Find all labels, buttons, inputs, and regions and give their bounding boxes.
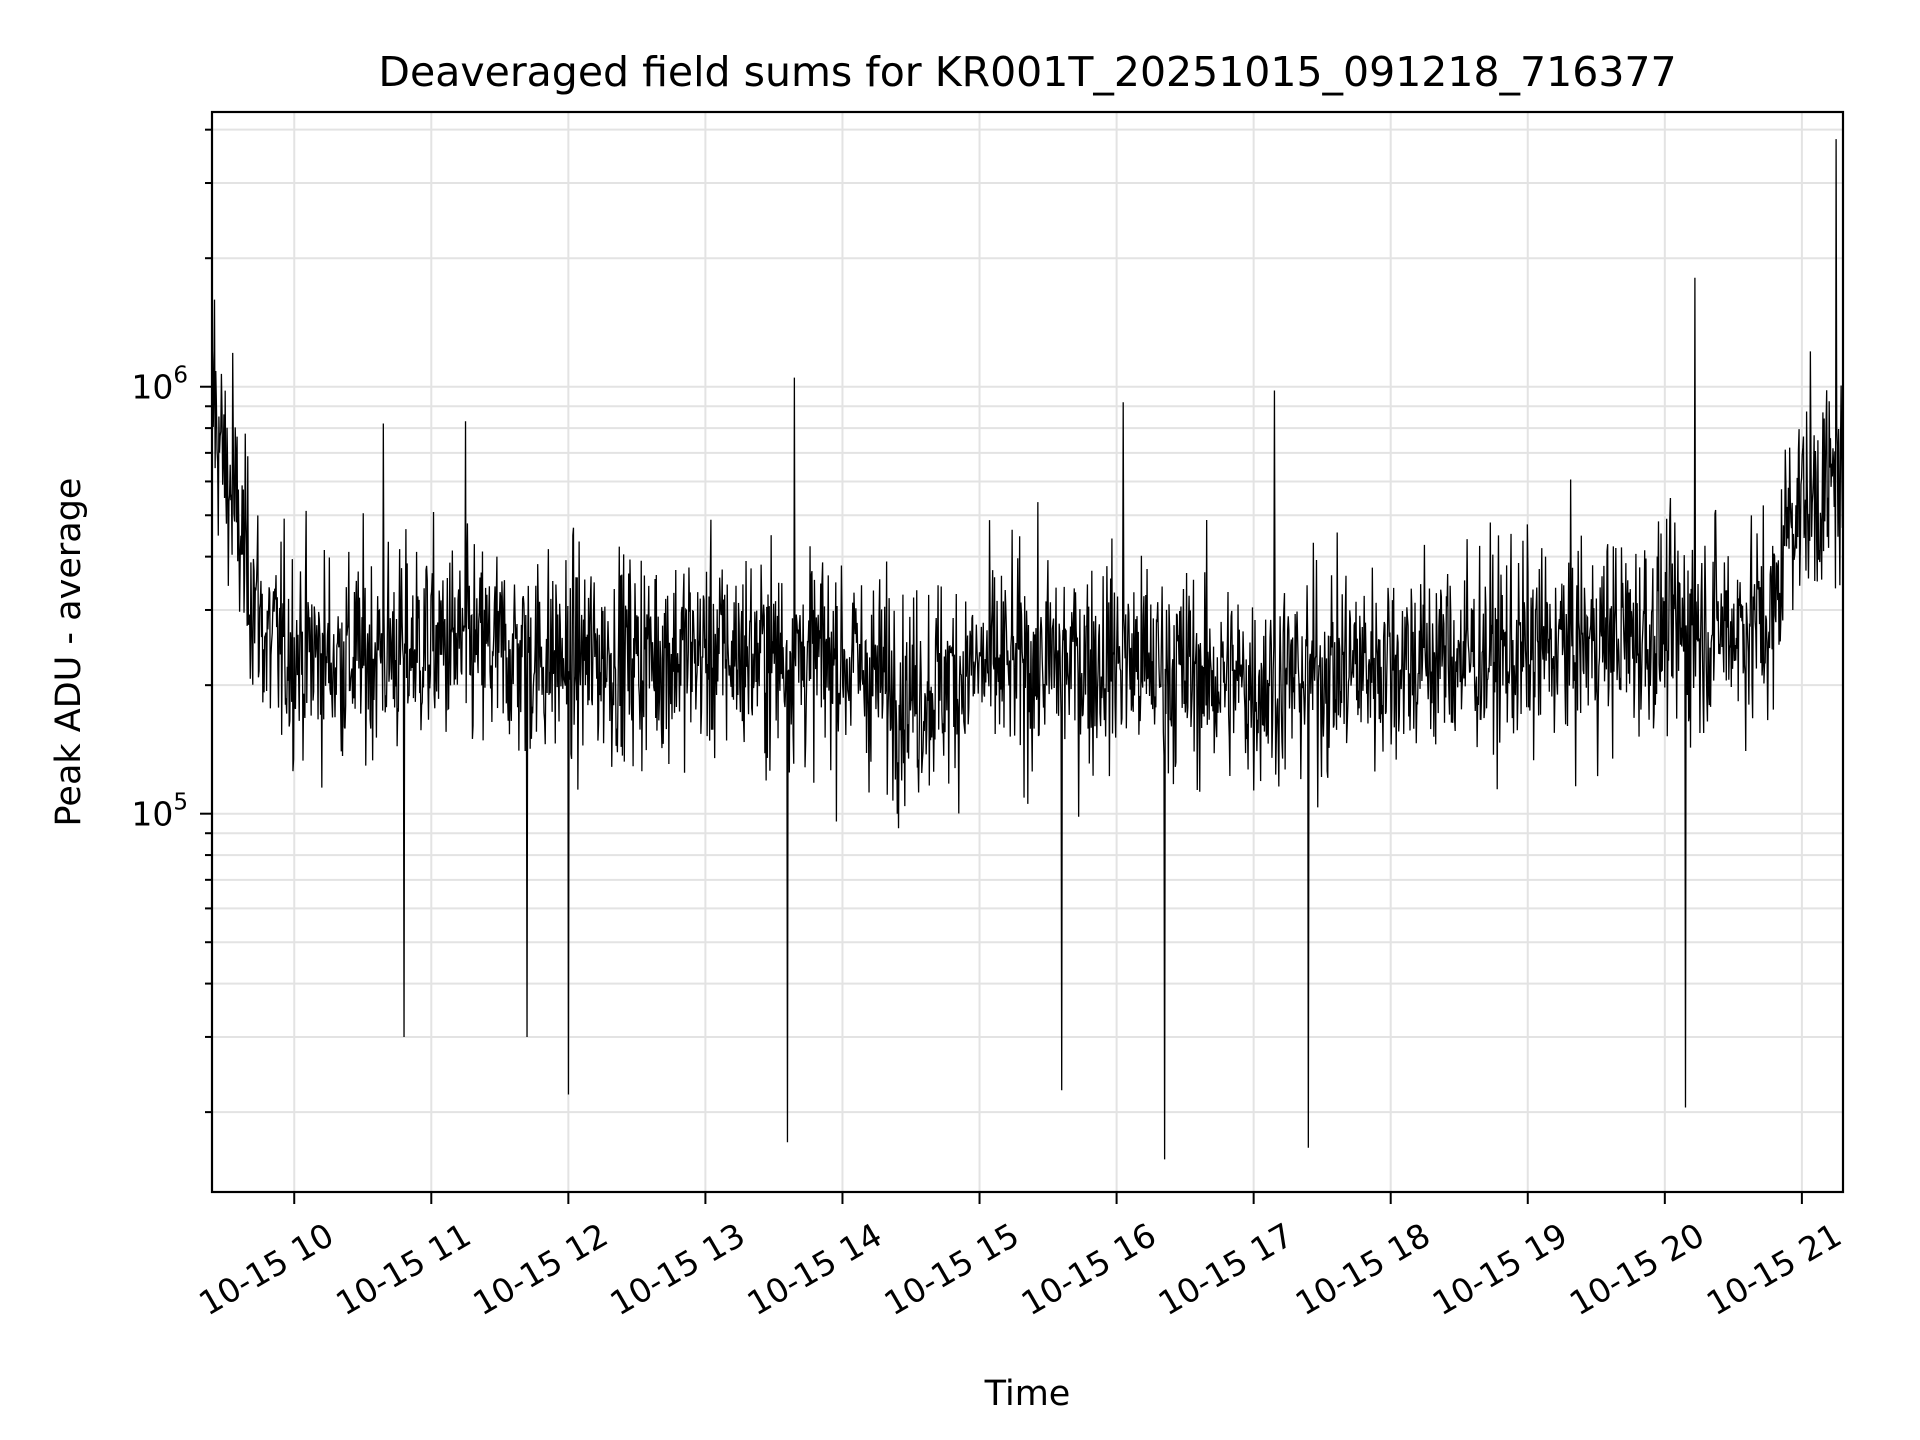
plot-frame [210,110,1845,1194]
x-axis-label: Time [984,1374,1071,1414]
series-line [211,139,1844,1160]
y-axis-label: Peak ADU - average [49,478,89,827]
data-layer [211,139,1844,1160]
chart-title: Deaveraged field sums for KR001T_2025101… [378,48,1676,96]
